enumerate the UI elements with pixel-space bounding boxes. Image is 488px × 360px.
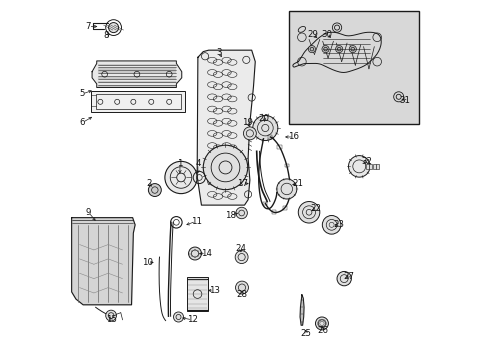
Text: 27: 27 bbox=[342, 271, 353, 280]
Circle shape bbox=[235, 251, 247, 264]
Text: 31: 31 bbox=[399, 96, 410, 105]
Text: 29: 29 bbox=[306, 30, 317, 39]
Text: 15: 15 bbox=[105, 315, 116, 324]
Text: 19: 19 bbox=[242, 118, 252, 127]
Bar bbox=[289, 11, 418, 124]
Bar bbox=[368, 164, 371, 169]
Text: 8: 8 bbox=[103, 31, 109, 40]
Text: 21: 21 bbox=[292, 179, 303, 188]
Text: 7: 7 bbox=[85, 22, 91, 31]
Circle shape bbox=[108, 23, 119, 33]
Circle shape bbox=[321, 45, 328, 53]
Text: 26: 26 bbox=[317, 326, 327, 335]
Text: 3: 3 bbox=[216, 48, 222, 57]
Bar bbox=[365, 164, 368, 169]
Circle shape bbox=[203, 145, 247, 190]
Circle shape bbox=[235, 281, 248, 294]
Circle shape bbox=[188, 247, 201, 260]
Circle shape bbox=[308, 45, 315, 53]
Text: 10: 10 bbox=[142, 258, 153, 267]
Polygon shape bbox=[300, 295, 304, 325]
Circle shape bbox=[252, 116, 277, 140]
Polygon shape bbox=[197, 50, 255, 205]
Circle shape bbox=[336, 271, 351, 286]
Text: 12: 12 bbox=[186, 315, 198, 324]
Circle shape bbox=[348, 45, 356, 53]
Circle shape bbox=[173, 312, 183, 322]
Text: 4: 4 bbox=[195, 159, 200, 168]
Circle shape bbox=[148, 184, 161, 197]
Text: 13: 13 bbox=[208, 286, 219, 295]
Bar bbox=[277, 145, 281, 149]
Text: 14: 14 bbox=[200, 249, 211, 258]
Polygon shape bbox=[92, 61, 182, 87]
Bar bbox=[271, 211, 276, 214]
Bar bbox=[91, 91, 184, 112]
Bar bbox=[284, 164, 288, 167]
Circle shape bbox=[243, 127, 256, 140]
Text: 6: 6 bbox=[80, 118, 85, 127]
Circle shape bbox=[335, 45, 342, 53]
Bar bbox=[263, 202, 267, 205]
Text: 1: 1 bbox=[177, 159, 183, 168]
Text: 23: 23 bbox=[332, 220, 343, 229]
Text: 28: 28 bbox=[236, 290, 247, 299]
Text: 32: 32 bbox=[360, 157, 371, 166]
Text: 20: 20 bbox=[258, 114, 269, 123]
Circle shape bbox=[105, 310, 116, 321]
Circle shape bbox=[276, 179, 296, 199]
Circle shape bbox=[315, 317, 328, 330]
Bar bbox=[372, 164, 375, 169]
Circle shape bbox=[164, 161, 197, 194]
Text: 5: 5 bbox=[80, 89, 85, 98]
Bar bbox=[282, 206, 286, 210]
Circle shape bbox=[322, 216, 340, 234]
Bar bbox=[96, 94, 181, 109]
Bar bbox=[267, 135, 272, 139]
Text: 2: 2 bbox=[146, 179, 152, 188]
Polygon shape bbox=[72, 218, 135, 305]
Text: 17: 17 bbox=[237, 179, 248, 188]
Text: 25: 25 bbox=[300, 329, 311, 338]
Bar bbox=[187, 277, 207, 311]
Text: 11: 11 bbox=[190, 217, 201, 226]
Text: 24: 24 bbox=[235, 244, 246, 253]
Text: 16: 16 bbox=[288, 132, 299, 141]
Bar bbox=[287, 189, 292, 193]
Circle shape bbox=[235, 207, 247, 219]
Bar bbox=[376, 164, 379, 169]
Text: 18: 18 bbox=[225, 211, 236, 220]
Circle shape bbox=[298, 202, 319, 223]
Text: 22: 22 bbox=[310, 204, 321, 213]
Text: 30: 30 bbox=[321, 30, 332, 39]
Text: 9: 9 bbox=[85, 208, 91, 217]
Circle shape bbox=[348, 156, 369, 177]
